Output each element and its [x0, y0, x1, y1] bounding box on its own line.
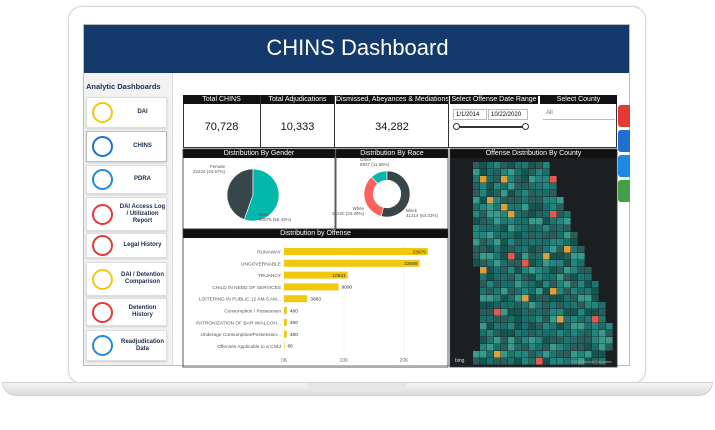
county-dropdown[interactable]: [543, 109, 615, 120]
item-icon: [92, 335, 113, 356]
item-icon: [92, 203, 113, 225]
sidebar-item[interactable]: Detention History: [86, 298, 167, 326]
slider-handle-left[interactable]: [453, 123, 460, 130]
sidebar-item[interactable]: CHINS: [86, 131, 167, 162]
header-bar: [84, 25, 629, 73]
kpi-value: 34,282: [375, 121, 409, 133]
item-icon: [92, 136, 113, 157]
sidebar-title: Analytic Dashboards: [86, 82, 161, 91]
laptop-notch: [307, 383, 407, 389]
sidebar-item[interactable]: DAI: [86, 97, 167, 128]
date-slider[interactable]: [456, 126, 526, 128]
item-icon: [92, 102, 113, 123]
item-label: DAI / Detention Comparison: [121, 272, 164, 285]
item-icon: [92, 169, 113, 190]
slider-handle-right[interactable]: [522, 123, 529, 130]
button-refresh[interactable]: [618, 155, 630, 177]
sidebar-item[interactable]: PDRA: [86, 165, 167, 194]
item-icon: [92, 268, 113, 290]
date-start[interactable]: 1/1/2014: [453, 109, 487, 120]
sidebar-item[interactable]: DAI Access Log / Utilization Report: [86, 197, 167, 231]
date-end[interactable]: 10/22/2020: [488, 109, 528, 120]
item-label: PDRA: [133, 176, 151, 182]
item-icon: [92, 301, 113, 323]
kpi-divider: [448, 95, 449, 148]
kpi-label: Dismissed, Abeyances & Mediations: [336, 95, 448, 104]
item-label: DAI: [137, 109, 148, 115]
sidebar-item[interactable]: Legal History: [86, 233, 167, 258]
sidebar-item[interactable]: Readjudication Data: [86, 330, 167, 361]
kpi-divider: [334, 95, 335, 148]
item-label: Readjudication Data: [120, 338, 164, 352]
map-title: Offense Distribution By County: [450, 149, 617, 158]
race-title: Distribution By Race: [336, 149, 448, 158]
kpi-value: 70,728: [204, 121, 239, 133]
button-exit[interactable]: [618, 180, 630, 202]
gender-title: Distribution By Gender: [183, 149, 335, 158]
sidebar-item[interactable]: DAI / Detention Comparison: [86, 262, 167, 296]
item-label: Detention History: [128, 305, 157, 318]
kpi-divider: [260, 95, 261, 148]
button-print[interactable]: [618, 130, 630, 152]
item-label: Legal History: [123, 242, 162, 248]
button-red[interactable]: [618, 105, 630, 127]
header-title: CHINS Dashboard: [266, 35, 449, 60]
filter-date-label: Select Offense Date Range: [450, 95, 538, 104]
item-icon: [92, 235, 113, 256]
filter-county-label: Select County: [540, 95, 617, 104]
item-label: DAI Access Log / Utilization Report: [119, 203, 166, 224]
county-value: All: [546, 110, 553, 116]
kpi-label: Total CHINS: [183, 95, 260, 104]
offense-title: Distribution by Offense: [183, 229, 448, 238]
kpi-value: 10,333: [280, 121, 315, 133]
kpi-label: Total Adjudications: [261, 95, 334, 104]
item-label: CHINS: [133, 143, 152, 149]
